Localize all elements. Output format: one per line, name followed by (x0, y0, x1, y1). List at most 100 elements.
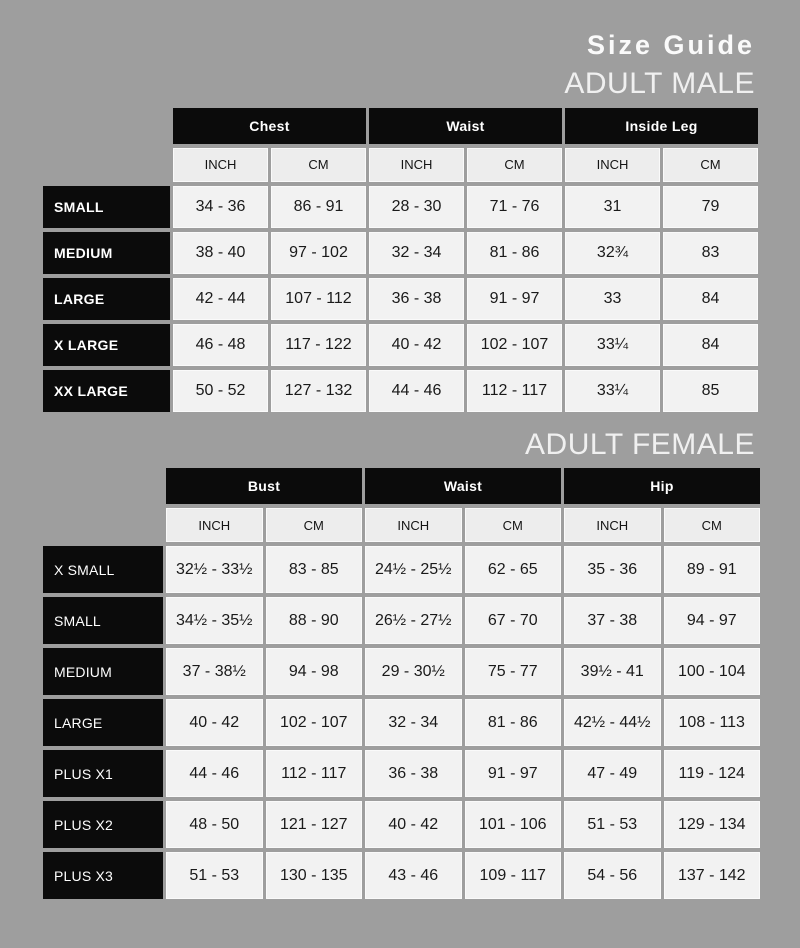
table-row: PLUS X1 44 - 46 112 - 117 36 - 38 91 - 9… (43, 750, 760, 798)
value-cell: 97 - 102 (271, 231, 366, 274)
value-cell: 35 - 36 (564, 546, 661, 594)
value-cell: 51 - 53 (166, 852, 263, 900)
size-guide-page: Size Guide ADULT MALE Chest Waist Inside… (40, 30, 761, 900)
table-row: SMALL 34½ - 35½ 88 - 90 26½ - 27½ 67 - 7… (43, 597, 760, 645)
value-cell: 33 (565, 277, 660, 320)
value-cell: 47 - 49 (564, 750, 661, 798)
value-cell: 51 - 53 (564, 801, 661, 849)
value-cell: 42½ - 44½ (564, 699, 661, 747)
value-cell: 112 - 117 (265, 750, 362, 798)
value-cell: 71 - 76 (467, 185, 562, 228)
value-cell: 91 - 97 (464, 750, 561, 798)
value-cell: 102 - 107 (467, 323, 562, 366)
value-cell: 94 - 98 (265, 648, 362, 696)
table-row: X SMALL 32½ - 33½ 83 - 85 24½ - 25½ 62 -… (43, 546, 760, 594)
table-row: MEDIUM 37 - 38½ 94 - 98 29 - 30½ 75 - 77… (43, 648, 760, 696)
size-label-cell: SMALL (43, 185, 170, 228)
value-cell: 40 - 42 (166, 699, 263, 747)
value-cell: 44 - 46 (166, 750, 263, 798)
value-cell: 32 - 34 (369, 231, 464, 274)
value-cell: 31 (565, 185, 660, 228)
value-cell: 127 - 132 (271, 369, 366, 412)
value-cell: 83 (663, 231, 758, 274)
size-label-cell: X LARGE (43, 323, 170, 366)
unit-header: CM (663, 147, 758, 182)
value-cell: 37 - 38 (564, 597, 661, 645)
value-cell: 75 - 77 (464, 648, 561, 696)
value-cell: 32¾ (565, 231, 660, 274)
unit-header: CM (467, 147, 562, 182)
value-cell: 89 - 91 (663, 546, 760, 594)
corner-spacer (43, 468, 163, 504)
unit-header: INCH (166, 508, 263, 543)
size-label-cell: MEDIUM (43, 648, 163, 696)
corner-spacer (43, 108, 170, 144)
value-cell: 121 - 127 (265, 801, 362, 849)
female-col-hip: Hip (564, 468, 760, 505)
corner-spacer (43, 508, 163, 542)
value-cell: 46 - 48 (173, 323, 268, 366)
male-col-waist: Waist (369, 107, 562, 144)
value-cell: 40 - 42 (369, 323, 464, 366)
unit-header: INCH (369, 147, 464, 182)
value-cell: 91 - 97 (467, 277, 562, 320)
value-cell: 84 (663, 323, 758, 366)
value-cell: 108 - 113 (663, 699, 760, 747)
value-cell: 67 - 70 (464, 597, 561, 645)
value-cell: 29 - 30½ (365, 648, 462, 696)
unit-header: INCH (365, 508, 462, 543)
unit-header: CM (464, 508, 561, 543)
value-cell: 102 - 107 (265, 699, 362, 747)
size-label-cell: PLUS X3 (43, 852, 163, 900)
value-cell: 36 - 38 (369, 277, 464, 320)
value-cell: 32 - 34 (365, 699, 462, 747)
value-cell: 84 (663, 277, 758, 320)
unit-header: CM (265, 508, 362, 543)
size-label-cell: SMALL (43, 597, 163, 645)
value-cell: 85 (663, 369, 758, 412)
unit-header: INCH (564, 508, 661, 543)
size-label-cell: LARGE (43, 699, 163, 747)
unit-header: INCH (173, 147, 268, 182)
value-cell: 83 - 85 (265, 546, 362, 594)
value-cell: 86 - 91 (271, 185, 366, 228)
value-cell: 33¼ (565, 323, 660, 366)
table-row: PLUS X2 48 - 50 121 - 127 40 - 42 101 - … (43, 801, 760, 849)
value-cell: 129 - 134 (663, 801, 760, 849)
size-label-cell: PLUS X2 (43, 801, 163, 849)
value-cell: 24½ - 25½ (365, 546, 462, 594)
value-cell: 62 - 65 (464, 546, 561, 594)
value-cell: 37 - 38½ (166, 648, 263, 696)
value-cell: 79 (663, 185, 758, 228)
unit-header-row: INCH CM INCH CM INCH CM (43, 508, 760, 543)
unit-header: CM (663, 508, 760, 543)
value-cell: 36 - 38 (365, 750, 462, 798)
unit-header: INCH (565, 147, 660, 182)
adult-male-table: Chest Waist Inside Leg INCH CM INCH CM I… (40, 104, 761, 416)
value-cell: 107 - 112 (271, 277, 366, 320)
value-cell: 109 - 117 (464, 852, 561, 900)
size-label-cell: X SMALL (43, 546, 163, 594)
corner-spacer (43, 148, 170, 182)
table-row: PLUS X3 51 - 53 130 - 135 43 - 46 109 - … (43, 852, 760, 900)
value-cell: 94 - 97 (663, 597, 760, 645)
value-cell: 112 - 117 (467, 369, 562, 412)
group-header-row: Chest Waist Inside Leg (43, 107, 758, 144)
table-row: X LARGE 46 - 48 117 - 122 40 - 42 102 - … (43, 323, 758, 366)
value-cell: 117 - 122 (271, 323, 366, 366)
value-cell: 42 - 44 (173, 277, 268, 320)
value-cell: 101 - 106 (464, 801, 561, 849)
table-row: LARGE 42 - 44 107 - 112 36 - 38 91 - 97 … (43, 277, 758, 320)
value-cell: 26½ - 27½ (365, 597, 462, 645)
value-cell: 130 - 135 (265, 852, 362, 900)
value-cell: 44 - 46 (369, 369, 464, 412)
value-cell: 39½ - 41 (564, 648, 661, 696)
adult-male-heading: ADULT MALE (564, 67, 755, 101)
value-cell: 33¼ (565, 369, 660, 412)
value-cell: 32½ - 33½ (166, 546, 263, 594)
table-row: SMALL 34 - 36 86 - 91 28 - 30 71 - 76 31… (43, 185, 758, 228)
value-cell: 54 - 56 (564, 852, 661, 900)
value-cell: 81 - 86 (464, 699, 561, 747)
size-label-cell: PLUS X1 (43, 750, 163, 798)
group-header-row: Bust Waist Hip (43, 468, 760, 505)
